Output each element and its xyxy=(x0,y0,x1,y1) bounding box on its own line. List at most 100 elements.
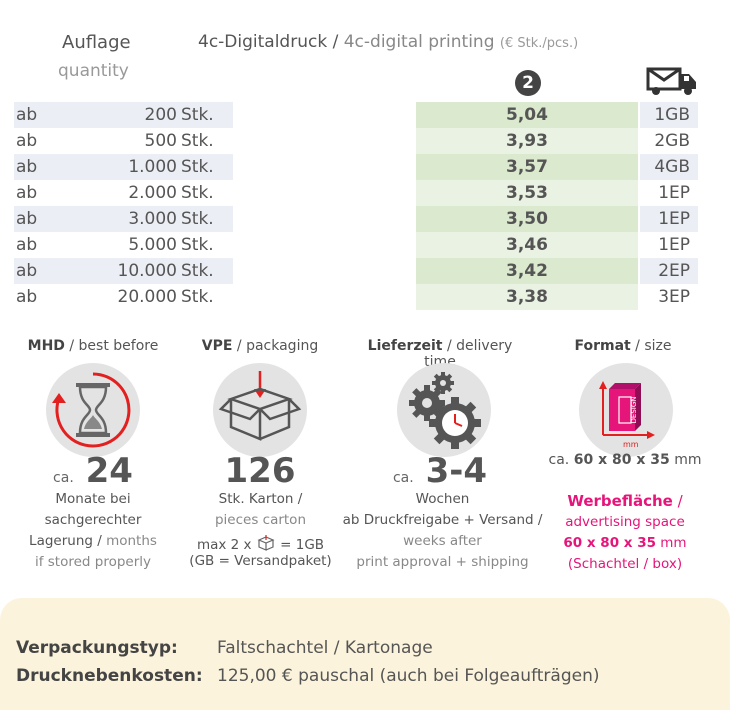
vpe-desc-line: (GB = Versandpaket) xyxy=(189,553,332,569)
price-cell: 5,04 xyxy=(416,102,638,128)
table-row: ab 500 Stk. xyxy=(14,128,233,154)
vpe-number: 126 xyxy=(224,451,296,491)
price-cell: 3,93 xyxy=(416,128,638,154)
table-row: ab 2.000 Stk. xyxy=(14,180,233,206)
lieferzeit-desc-line: weeks after xyxy=(403,533,482,549)
ad-size-value: 60 x 80 x 35 xyxy=(563,535,656,551)
shipping-value: 1GB xyxy=(654,105,690,125)
number-badge: 2 xyxy=(515,70,541,96)
row-ab: ab xyxy=(16,131,38,151)
table-row: ab 20.000 Stk. xyxy=(14,284,233,310)
table-row: ab 5.000 Stk. xyxy=(14,232,233,258)
table-row: ab 1.000 Stk. xyxy=(14,154,233,180)
row-ab: ab xyxy=(16,235,38,255)
table-row: ab 3.000 Stk. xyxy=(14,206,233,232)
ad-note: (Schachtel / box) xyxy=(567,556,683,572)
row-ab: ab xyxy=(16,157,38,177)
shipping-cell: 4GB xyxy=(640,154,698,180)
table-row: ab 200 Stk. xyxy=(14,102,233,128)
mhd-ca: ca. xyxy=(53,470,74,486)
mhd-desc-line: Lagerung / months xyxy=(29,533,157,549)
quantity-heading-en: quantity xyxy=(58,61,129,81)
mhd-value: ca. 24 xyxy=(18,451,168,491)
shipping-value: 4GB xyxy=(654,157,690,177)
row-qty: 3.000 xyxy=(128,209,177,229)
packaging-type-value: Faltschachtel / Kartonage xyxy=(217,638,433,658)
ad-title-de: Werbefläche xyxy=(567,492,673,510)
shipping-value: 2EP xyxy=(658,261,690,281)
format-dimensions: 60 x 80 x 35 xyxy=(573,452,670,468)
mhd-number: 24 xyxy=(85,451,133,491)
row-unit: Stk. xyxy=(181,157,214,177)
shipping-cell: 3EP xyxy=(640,284,698,310)
small-box-icon xyxy=(257,535,275,551)
shipping-value: 1EP xyxy=(658,209,690,229)
vpe-value: 126 xyxy=(185,451,335,491)
row-qty: 2.000 xyxy=(128,183,177,203)
format-title: Format / size xyxy=(574,338,672,354)
design-box-icon: DESIGN mm xyxy=(579,363,673,457)
vpe-title: VPE / packaging xyxy=(201,338,319,354)
vpe-desc-gb: = 1GB xyxy=(280,537,325,553)
mhd-desc-en: months xyxy=(106,533,157,549)
row-qty: 500 xyxy=(144,131,177,151)
shipping-value: 2GB xyxy=(654,131,690,151)
shipping-value: 1EP xyxy=(658,183,690,203)
shipping-cell: 2EP xyxy=(640,258,698,284)
mhd-desc-line: Monate bei xyxy=(55,491,131,507)
ad-title: Werbefläche / xyxy=(567,492,683,510)
row-ab: ab xyxy=(16,261,38,281)
mhd-description: Monate bei sachgerechter Lagerung / mont… xyxy=(8,489,178,573)
row-unit: Stk. xyxy=(181,235,214,255)
mhd-desc-de: Lagerung xyxy=(29,533,93,549)
lieferzeit-desc-line: ab Druckfreigabe + Versand / xyxy=(342,512,543,528)
row-qty: 5.000 xyxy=(128,235,177,255)
box-icon xyxy=(213,363,307,457)
row-qty: 1.000 xyxy=(128,157,177,177)
product-title-en: 4c-digital printing xyxy=(343,32,495,52)
hourglass-icon xyxy=(46,363,140,457)
lieferzeit-title-de: Lieferzeit xyxy=(367,338,443,354)
lieferzeit-description: Wochen ab Druckfreigabe + Versand / week… xyxy=(335,489,550,573)
mhd-desc-line: sachgerechter xyxy=(44,512,142,528)
vpe-title-en: packaging xyxy=(246,338,319,354)
price-cell: 3,38 xyxy=(416,284,638,310)
price-cell: 3,42 xyxy=(416,258,638,284)
vpe-desc-max: max 2 x xyxy=(196,537,252,553)
mhd-desc-line: if stored properly xyxy=(34,554,152,570)
row-qty: 200 xyxy=(144,105,177,125)
row-qty: 20.000 xyxy=(117,287,177,307)
footer-panel: Verpackungstyp: Faltschachtel / Kartonag… xyxy=(0,598,730,710)
product-title-de: 4c-Digitaldruck xyxy=(198,32,328,52)
shipping-cell: 1GB xyxy=(640,102,698,128)
extra-costs-label: Drucknebenkosten: xyxy=(16,666,203,686)
row-unit: Stk. xyxy=(181,131,214,151)
lieferzeit-desc-line: Wochen xyxy=(415,491,470,507)
row-ab: ab xyxy=(16,183,38,203)
shipping-value: 3EP xyxy=(658,287,690,307)
row-ab: ab xyxy=(16,209,38,229)
ad-size-unit: mm xyxy=(660,535,687,551)
shipping-cell: 1EP xyxy=(640,232,698,258)
row-unit: Stk. xyxy=(181,183,214,203)
product-title: 4c-Digitaldruck / 4c-digital printing (€… xyxy=(198,32,578,52)
advertising-space: Werbefläche / advertising space 60 x 80 … xyxy=(540,491,710,575)
lieferzeit-value: ca. 3-4 xyxy=(360,451,520,491)
design-box-label: DESIGN xyxy=(630,397,638,424)
mhd-title-de: MHD xyxy=(27,338,65,354)
format-value: ca. 60 x 80 x 35 mm xyxy=(540,452,710,468)
design-box-unit: mm xyxy=(623,440,639,449)
row-unit: Stk. xyxy=(181,287,214,307)
lieferzeit-ca: ca. xyxy=(392,470,414,486)
format-ca: ca. xyxy=(548,452,570,468)
vpe-description: Stk. Karton / pieces carton max 2 x = 1G… xyxy=(178,489,343,569)
packaging-type-label: Verpackungstyp: xyxy=(16,638,178,658)
extra-costs-value: 125,00 € pauschal (auch bei Folgeaufträg… xyxy=(217,666,600,686)
lieferzeit-number: 3-4 xyxy=(425,451,487,491)
price-cell: 3,53 xyxy=(416,180,638,206)
row-unit: Stk. xyxy=(181,209,214,229)
row-qty: 10.000 xyxy=(117,261,177,281)
vpe-title-de: VPE xyxy=(201,338,233,354)
row-ab: ab xyxy=(16,287,38,307)
shipping-value: 1EP xyxy=(658,235,690,255)
